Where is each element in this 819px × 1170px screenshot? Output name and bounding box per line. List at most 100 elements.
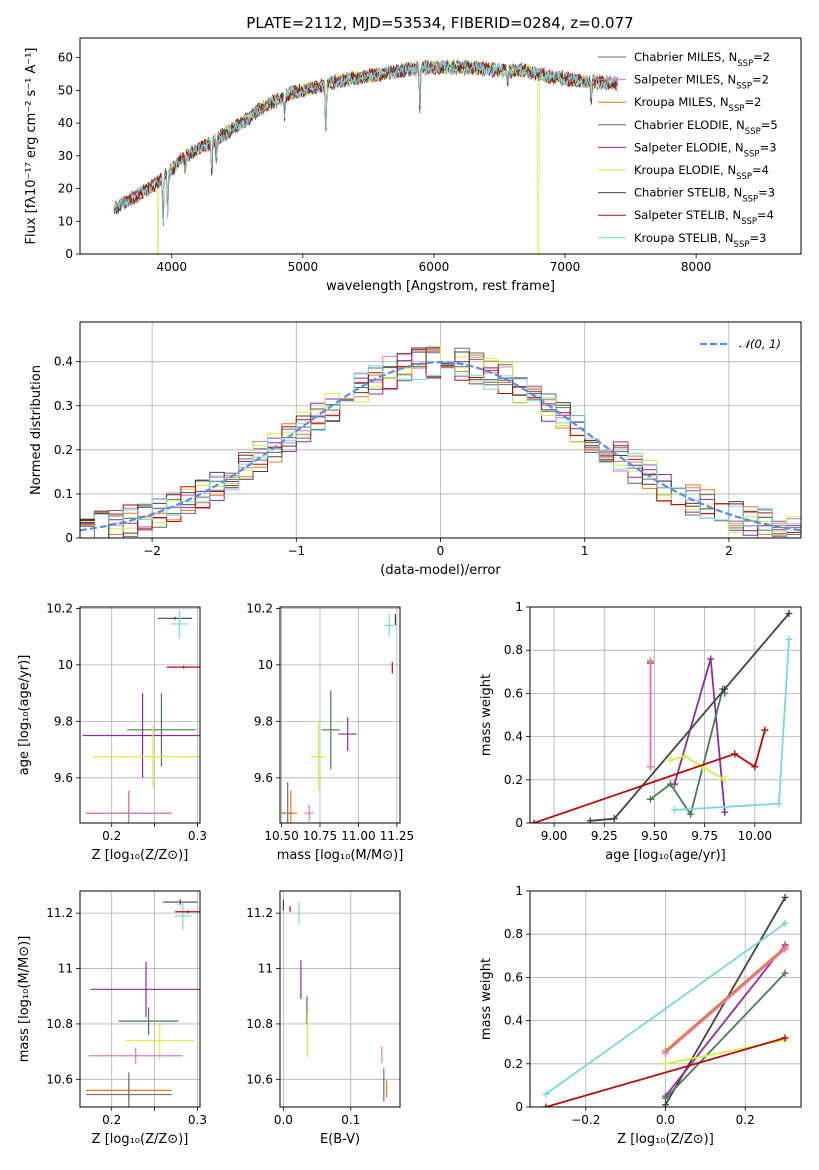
y-tick-label: 0.2 (54, 443, 73, 457)
x-tick-label: 0.0 (656, 1113, 675, 1127)
weight-point (662, 1049, 669, 1057)
y-tick-label: 1 (515, 600, 523, 614)
x-tick-label: 7000 (550, 260, 581, 274)
y-axis-label: mass weight (479, 958, 494, 1040)
legend-entry: Salpeter STELIB, NSSP=4 (634, 208, 774, 227)
spectrum-line-kroupa-elodie (113, 59, 618, 254)
weight-point (785, 609, 793, 617)
weight-line-chabrier-elodie (664, 972, 786, 1100)
weight-point (781, 893, 789, 901)
weight-point (687, 810, 695, 818)
weight-line-chabrier-stelib (590, 612, 790, 822)
spectrum-line-salpeter-miles (113, 60, 618, 219)
weight-point (681, 752, 689, 760)
weight-line-salpeter-elodie (673, 658, 726, 813)
y-tick-label: 60 (58, 51, 73, 65)
legend-entry: Kroupa ELODIE, NSSP=4 (634, 163, 769, 182)
weight-point (721, 808, 729, 816)
y-tick-label: 10.2 (246, 601, 273, 615)
y-tick-label: 10 (58, 214, 73, 228)
y-tick-label: 10.2 (46, 601, 73, 615)
y-tick-label: 0.4 (54, 355, 73, 369)
plot-area (530, 609, 793, 823)
y-axis-label: Flux [fλ10⁻¹⁷ erg cm⁻² s⁻¹ A⁻¹] (24, 48, 39, 245)
weight-point (781, 969, 789, 977)
weight-point (610, 815, 618, 823)
y-tick-label: 0.1 (54, 487, 73, 501)
weight-point (662, 1101, 669, 1107)
x-tick-label: 9.75 (691, 829, 718, 843)
age-vs-metallicity-panel: 0.2 0.3 9.6 9.8 10 10.2 Z [log₁₀(Z/Z⊙)] age [lo… (17, 601, 207, 863)
weight-point (646, 763, 654, 771)
normal-curve (80, 360, 801, 532)
y-axis-label: mass weight (479, 674, 494, 756)
x-tick-label: 10.00 (738, 829, 772, 843)
y-tick-label: 0.4 (504, 1014, 523, 1028)
plot-area (542, 893, 789, 1107)
y-tick-label: 0.3 (54, 399, 73, 413)
weight-line-chabrier-elodie (649, 686, 726, 817)
y-tick-label: 9.8 (254, 714, 273, 728)
weight-point (530, 819, 538, 823)
age-vs-mass-panel: 10.50 10.75 11.00 11.25 9.6 9.8 10 10.2 mass [lo… (246, 601, 414, 863)
y-tick-label: 0.6 (504, 686, 523, 700)
plot-area (82, 609, 200, 823)
x-axis-label: mass [log₁₀(M/M⊙)] (277, 848, 404, 863)
mass-weight-vs-age-panel: 9.00 9.25 9.50 9.75 10.00 0 0.2 0.4 0.6 0.8 1 age [… (479, 600, 802, 863)
weight-point (542, 1103, 550, 1107)
legend-entry: Salpeter MILES, NSSP=2 (634, 73, 769, 92)
x-tick-label: 0.2 (102, 829, 121, 843)
weight-line-kroupa-stelib (545, 922, 786, 1095)
y-tick-label: 0 (515, 816, 523, 830)
residual-histogram-panel: −2 −1 0 1 2 0 0.1 0.2 0.3 0.4 (data-model)/error No… (29, 321, 802, 578)
spectrum-line-salpeter-elodie (113, 59, 618, 219)
y-tick-label: 20 (58, 182, 73, 196)
y-axis-label: age [log₁₀(age/yr)] (17, 655, 32, 776)
weight-point (785, 635, 793, 643)
y-tick-label: 10 (58, 658, 73, 672)
weight-point (751, 763, 759, 771)
axes-frame (279, 890, 401, 1108)
weight-point (781, 919, 789, 927)
x-tick-label: 9.50 (641, 829, 668, 843)
x-tick-label: −0.2 (571, 1113, 600, 1127)
y-tick-label: 40 (58, 116, 73, 130)
weight-point (646, 658, 654, 666)
y-axis-label: mass [log₁₀(M/M⊙)] (17, 936, 32, 1063)
x-axis-label: wavelength [Angstrom, rest frame] (326, 279, 555, 294)
weight-point (662, 1060, 669, 1068)
x-axis-label: Z [log₁₀(Z/Z⊙)] (92, 848, 189, 863)
weight-point (646, 795, 654, 803)
x-axis-label: (data-model)/error (380, 563, 501, 578)
spectrum-legend: Chabrier MILES, NSSP=2 Salpeter MILES, NS… (598, 50, 778, 250)
weight-point (721, 776, 729, 784)
legend-entry: Salpeter ELODIE, NSSP=3 (634, 140, 777, 159)
plot-area (80, 345, 801, 538)
weight-point (667, 756, 675, 764)
x-tick-label: 4000 (156, 260, 187, 274)
y-tick-label: 0.6 (504, 970, 523, 984)
legend-entry: Kroupa STELIB, NSSP=3 (634, 231, 766, 250)
x-tick-label: 9.00 (541, 829, 568, 843)
mass-vs-metallicity-panel: 0.2 0.3 10.6 10.8 11 11.2 Z [log₁₀(Z/Z⊙)] mass … (17, 890, 207, 1147)
weight-point (761, 726, 769, 734)
y-tick-label: 0.2 (504, 773, 523, 787)
weight-point (721, 685, 729, 693)
axes-frame (79, 890, 201, 1108)
weight-point (662, 1094, 669, 1102)
weight-point (671, 806, 679, 814)
plot-area (282, 899, 388, 1102)
weight-line-salpeter-stelib (545, 1037, 786, 1107)
weight-line-salpeter-miles (664, 948, 786, 1054)
x-tick-label: −1 (287, 544, 305, 558)
x-tick-label: 11.00 (341, 829, 375, 843)
x-tick-label: 6000 (419, 260, 450, 274)
x-tick-label: 0.2 (102, 1113, 121, 1127)
x-tick-label: 1 (581, 544, 589, 558)
spectrum-line-kroupa-stelib (113, 59, 618, 224)
spectrum-line-kroupa-miles (113, 59, 618, 221)
weight-point (731, 750, 739, 758)
axes-frame (279, 606, 401, 824)
y-tick-label: 0.2 (504, 1057, 523, 1071)
